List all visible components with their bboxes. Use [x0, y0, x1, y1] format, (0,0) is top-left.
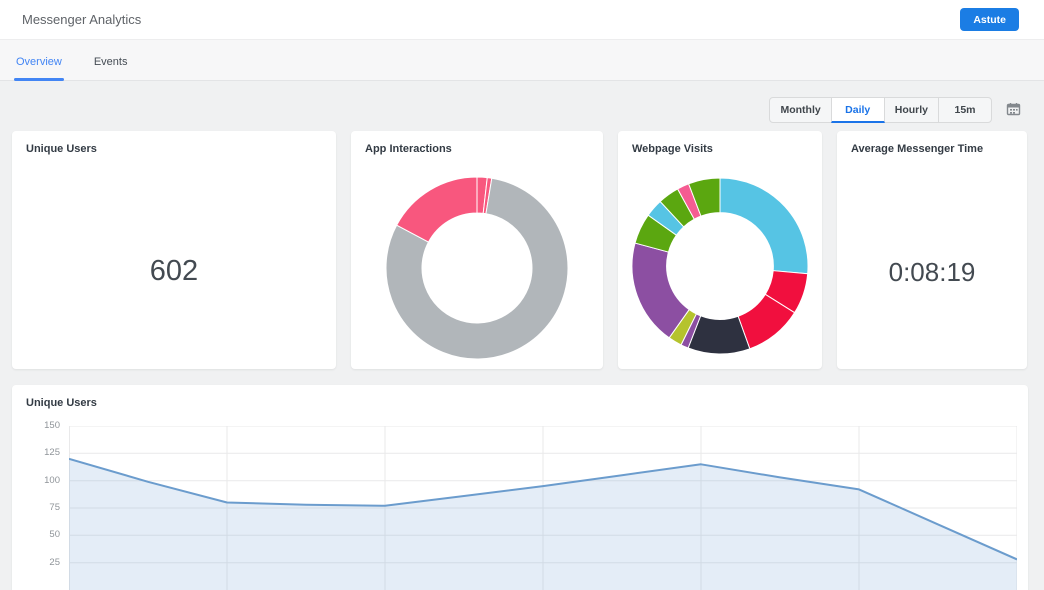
- astute-button[interactable]: Astute: [960, 8, 1019, 31]
- tab-overview[interactable]: Overview: [14, 56, 64, 81]
- app-interactions-donut-chart[interactable]: [365, 177, 589, 359]
- time-range-filter-row: Monthly Daily Hourly 15m: [0, 97, 1022, 123]
- kpi-cards-row: Unique Users 602 App Interactions Webpag…: [12, 131, 1028, 369]
- y-axis-tick-label: 100: [44, 475, 60, 486]
- tab-overview-label: Overview: [16, 56, 62, 68]
- filter-hourly-button[interactable]: Hourly: [883, 97, 939, 123]
- y-axis-tick-label: 150: [44, 420, 60, 431]
- app-interactions-card: App Interactions: [351, 131, 603, 369]
- unique-users-value: 602: [149, 255, 199, 287]
- page-title: Messenger Analytics: [22, 12, 142, 27]
- avg-messenger-time-value: 0:08:19: [888, 257, 976, 287]
- active-tab-underline: [14, 78, 64, 81]
- webpage-visits-card-title: Webpage Visits: [632, 143, 713, 155]
- tab-bar: Overview Events: [0, 40, 1044, 81]
- y-axis-tick-label: 50: [49, 529, 60, 540]
- app-header: Messenger Analytics Astute: [0, 0, 1044, 40]
- y-axis-tick-label: 25: [49, 557, 60, 568]
- y-axis-tick-label: 125: [44, 447, 60, 458]
- avg-messenger-time-card: Average Messenger Time 0:08:19: [837, 131, 1027, 369]
- y-axis-tick-label: 75: [49, 502, 60, 513]
- time-range-segmented-control: Monthly Daily Hourly 15m: [769, 97, 992, 123]
- calendar-icon: [1006, 102, 1021, 119]
- filter-daily-button[interactable]: Daily: [830, 97, 885, 123]
- avg-messenger-time-card-title: Average Messenger Time: [851, 143, 984, 155]
- webpage-visits-donut-chart[interactable]: [632, 177, 808, 355]
- unique-users-line-chart[interactable]: [68, 425, 1018, 590]
- unique-users-trend-title: Unique Users: [26, 397, 97, 409]
- unique-users-card: Unique Users 602: [12, 131, 336, 369]
- unique-users-trend-card: Unique Users 150 125 100 75 50 25: [12, 385, 1028, 590]
- tab-events[interactable]: Events: [92, 56, 130, 80]
- calendar-button[interactable]: [1004, 101, 1022, 119]
- webpage-visits-card: Webpage Visits: [618, 131, 822, 369]
- unique-users-card-title: Unique Users: [26, 143, 97, 155]
- unique-users-trend-chart-area: 150 125 100 75 50 25: [26, 421, 1018, 590]
- tab-events-label: Events: [93, 56, 128, 68]
- filter-monthly-button[interactable]: Monthly: [769, 97, 832, 123]
- filter-15m-button[interactable]: 15m: [938, 97, 992, 123]
- app-interactions-card-title: App Interactions: [365, 143, 452, 155]
